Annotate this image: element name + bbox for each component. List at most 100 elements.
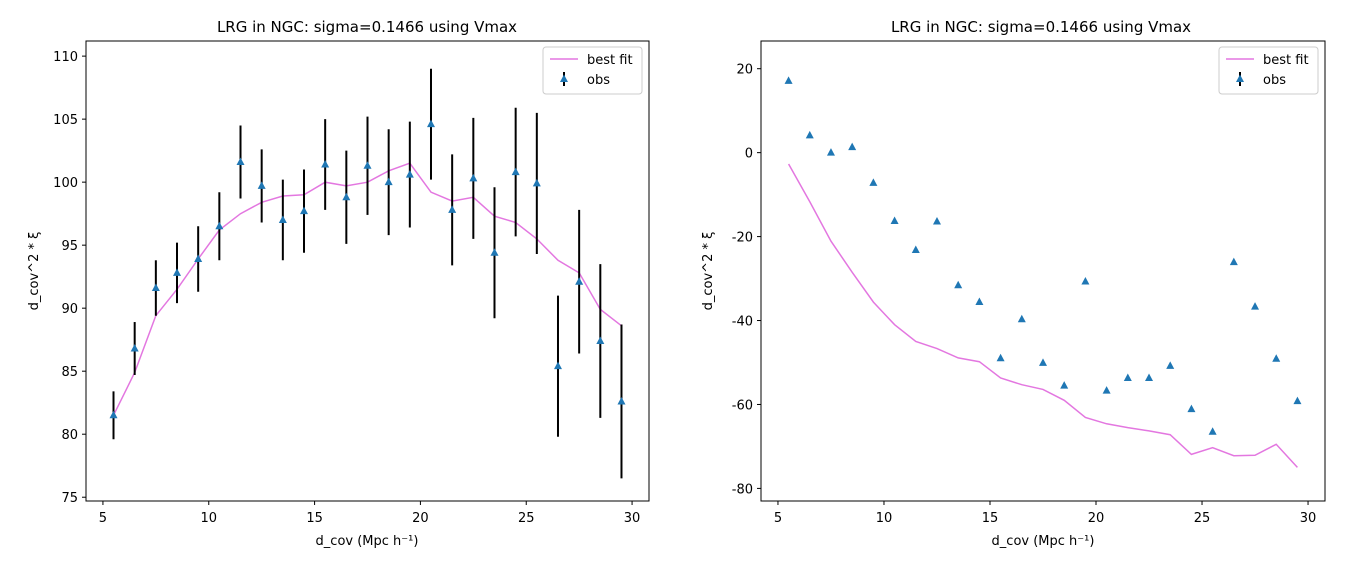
chart-left-legend-label-obs: obs [587, 73, 610, 88]
chart-left-obs-point-15 [426, 119, 435, 128]
chart-left-xticks: 5 10 15 20 25 30 [99, 501, 641, 526]
chart-left-obs-point-7 [257, 181, 266, 189]
chart-right-xlabel: d_cov (Mpc h⁻¹) [992, 534, 1095, 549]
chart-left-obs-point-22 [575, 277, 584, 285]
chart-left-ytick-label-0: 75 [61, 491, 78, 506]
chart-left-yticks: 75 80 85 90 95 100 105 110 [53, 50, 86, 506]
chart-left-obs-point-13 [384, 177, 393, 186]
chart-right-obs-point-11 [1017, 314, 1026, 323]
chart-right-xtick-label-0: 5 [774, 511, 782, 526]
chart-right-ytick-label-1: -60 [732, 398, 753, 413]
chart-right-obs-point-21 [1229, 257, 1238, 266]
chart-right-ytick-label-4: 0 [745, 147, 753, 162]
chart-left-obs-point-6 [236, 157, 245, 165]
chart-left-xtick-label-0: 5 [99, 511, 107, 526]
chart-right-xtick-label-2: 15 [982, 511, 999, 526]
chart-right-xtick-label-4: 25 [1194, 511, 1211, 526]
chart-right-best-fit-line [787, 163, 1298, 468]
chart-left-obs-point-5 [215, 221, 224, 230]
chart-right-ytick-label-3: -20 [732, 231, 753, 246]
chart-left-ytick-label-2: 85 [61, 365, 78, 380]
chart-left-legend-label-fit: best fit [587, 53, 633, 68]
chart-left-obs-point-16 [448, 205, 457, 213]
chart-right-obs-point-14 [1081, 276, 1090, 285]
chart-left-obs-point-9 [300, 206, 309, 215]
chart-right-legend-marker-swatch [1236, 74, 1244, 82]
chart-left-ytick-label-6: 105 [53, 113, 78, 128]
chart-right-obs-point-15 [1102, 386, 1111, 394]
chart-right-ylabel: d_cov^2 * ξ [701, 232, 716, 311]
chart-right-obs-point-19 [1187, 404, 1196, 413]
chart-left-xtick-label-4: 25 [518, 511, 535, 526]
chart-left-ytick-label-1: 80 [61, 428, 78, 443]
chart-left-obs-point-19 [511, 167, 520, 176]
chart-right-xtick-label-5: 30 [1300, 511, 1317, 526]
chart-right-obs-point-5 [890, 216, 899, 225]
chart-right-obs-point-9 [975, 297, 984, 306]
chart-left-obs-point-4 [194, 254, 203, 263]
chart-left-ylabel: d_cov^2 * ξ [27, 232, 42, 311]
chart-left-obs-point-10 [321, 160, 330, 168]
chart-left-obs-point-1 [130, 344, 139, 352]
chart-left: LRG in NGC: sigma=0.1466 using Vmax 5 10 1… [27, 18, 650, 549]
chart-right-obs-point-2 [826, 148, 835, 156]
chart-right-obs-point-22 [1251, 302, 1260, 310]
chart-right-ytick-label-2: -40 [732, 315, 753, 330]
chart-left-obs-point-20 [532, 178, 541, 187]
chart-right-legend-label-obs: obs [1263, 73, 1286, 88]
chart-right-legend: best fit obs [1218, 46, 1319, 95]
chart-left-obs-point-21 [553, 361, 562, 370]
chart-right-xtick-label-3: 20 [1088, 511, 1105, 526]
chart-left-title: LRG in NGC: sigma=0.1466 using Vmax [217, 18, 517, 36]
chart-right-frame [760, 40, 1326, 502]
chart-right-obs-point-17 [1145, 373, 1154, 382]
chart-right-obs-point-20 [1208, 427, 1217, 435]
chart-left-obs-point-11 [342, 192, 351, 201]
chart-left-obs-point-8 [278, 215, 287, 223]
chart-right-obs-point-16 [1123, 373, 1132, 382]
chart-left-ytick-label-4: 95 [61, 239, 78, 254]
chart-right-obs-point-8 [954, 280, 963, 289]
chart-left-obs-point-14 [405, 170, 414, 178]
chart-left-legend-marker-swatch [560, 74, 568, 82]
chart-left-xtick-label-3: 20 [412, 511, 429, 526]
chart-left-obs-point-23 [596, 336, 605, 344]
chart-right-obs-point-10 [996, 353, 1005, 362]
chart-left-legend: best fit obs [542, 46, 643, 95]
chart-left-obs-point-18 [490, 248, 499, 256]
chart-left-xtick-label-5: 30 [624, 511, 641, 526]
chart-left-obs-point-12 [363, 161, 372, 169]
chart-right-yticks: -80 -60 -40 -20 0 20 [732, 63, 761, 497]
chart-right-title: LRG in NGC: sigma=0.1466 using Vmax [891, 18, 1191, 36]
chart-left-ytick-label-3: 90 [61, 302, 78, 317]
chart-right-xticks: 5 10 15 20 25 30 [774, 501, 1316, 526]
chart-right-obs-point-13 [1060, 381, 1069, 389]
chart-left-marks [109, 68, 626, 479]
chart-right-obs-point-18 [1166, 361, 1175, 369]
chart-left-obs-point-17 [469, 173, 478, 182]
chart-left-obs-point-3 [173, 268, 182, 276]
chart-left-ytick-label-7: 110 [53, 50, 78, 65]
chart-left-frame [85, 40, 650, 502]
chart-right: LRG in NGC: sigma=0.1466 using Vmax 5 10 1… [701, 18, 1326, 549]
chart-right-ytick-label-0: -80 [732, 482, 753, 497]
chart-left-xlabel: d_cov (Mpc h⁻¹) [316, 534, 419, 549]
chart-left-xtick-label-2: 15 [306, 511, 323, 526]
chart-right-marks [784, 76, 1302, 468]
chart-right-obs-point-7 [932, 216, 941, 225]
chart-right-obs-point-4 [869, 178, 878, 186]
chart-left-ytick-label-5: 100 [53, 176, 78, 191]
chart-right-obs-point-24 [1293, 396, 1302, 405]
chart-right-obs-point-3 [848, 142, 857, 151]
chart-left-xtick-label-1: 10 [200, 511, 217, 526]
chart-right-obs-point-6 [911, 245, 920, 254]
chart-right-obs-point-12 [1039, 358, 1047, 366]
chart-right-obs-point-23 [1272, 354, 1281, 362]
chart-left-obs-point-2 [151, 283, 160, 292]
chart-left-obs-point-0 [109, 410, 118, 419]
chart-right-obs-point-1 [805, 130, 814, 139]
chart-right-obs-point-0 [784, 76, 793, 84]
chart-right-legend-label-fit: best fit [1263, 53, 1309, 68]
